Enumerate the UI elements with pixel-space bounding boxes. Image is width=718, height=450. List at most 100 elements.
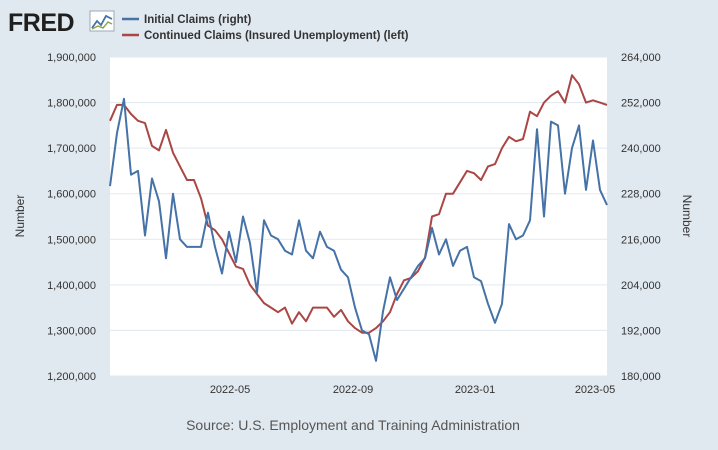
continued-claims-point[interactable] bbox=[451, 191, 456, 196]
continued-claims-point[interactable] bbox=[220, 237, 225, 242]
initial-claims-point[interactable] bbox=[598, 187, 603, 192]
initial-claims-point[interactable] bbox=[206, 210, 211, 215]
continued-claims-point[interactable] bbox=[388, 310, 393, 315]
initial-claims-point[interactable] bbox=[353, 305, 358, 310]
continued-claims-point[interactable] bbox=[150, 143, 155, 148]
initial-claims-point[interactable] bbox=[150, 176, 155, 181]
initial-claims-point[interactable] bbox=[437, 252, 442, 257]
continued-claims-point[interactable] bbox=[374, 326, 379, 331]
initial-claims-point[interactable] bbox=[332, 248, 337, 253]
initial-claims-point[interactable] bbox=[479, 279, 484, 284]
initial-claims-point[interactable] bbox=[143, 233, 148, 238]
continued-claims-point[interactable] bbox=[115, 102, 120, 107]
initial-claims-point[interactable] bbox=[227, 229, 232, 234]
initial-claims-point[interactable] bbox=[269, 233, 274, 238]
initial-claims-point[interactable] bbox=[514, 237, 519, 242]
initial-claims-point[interactable] bbox=[185, 244, 190, 249]
continued-claims-point[interactable] bbox=[318, 305, 323, 310]
continued-claims-point[interactable] bbox=[472, 171, 477, 176]
continued-claims-point[interactable] bbox=[192, 178, 197, 183]
continued-claims-point[interactable] bbox=[549, 93, 554, 98]
continued-claims-point[interactable] bbox=[290, 321, 295, 326]
continued-claims-point[interactable] bbox=[213, 228, 218, 233]
initial-claims-point[interactable] bbox=[605, 203, 610, 208]
continued-claims-point[interactable] bbox=[507, 134, 512, 139]
continued-claims-point[interactable] bbox=[521, 137, 526, 142]
initial-claims-point[interactable] bbox=[192, 244, 197, 249]
initial-claims-point[interactable] bbox=[493, 320, 498, 325]
continued-claims-point[interactable] bbox=[598, 100, 603, 105]
initial-claims-point[interactable] bbox=[283, 248, 288, 253]
initial-claims-point[interactable] bbox=[416, 263, 421, 268]
continued-claims-point[interactable] bbox=[248, 282, 253, 287]
continued-claims-point[interactable] bbox=[171, 150, 176, 155]
continued-claims-point[interactable] bbox=[584, 100, 589, 105]
initial-claims-point[interactable] bbox=[528, 218, 533, 223]
continued-claims-point[interactable] bbox=[500, 146, 505, 151]
continued-claims-point[interactable] bbox=[514, 139, 519, 144]
initial-claims-point[interactable] bbox=[234, 260, 239, 265]
initial-claims-point[interactable] bbox=[325, 244, 330, 249]
continued-claims-point[interactable] bbox=[577, 82, 582, 87]
initial-claims-line[interactable] bbox=[109, 97, 608, 362]
initial-claims-point[interactable] bbox=[248, 241, 253, 246]
continued-claims-point[interactable] bbox=[423, 255, 428, 260]
initial-claims-point[interactable] bbox=[486, 301, 491, 306]
initial-claims-point[interactable] bbox=[451, 263, 456, 268]
continued-claims-point[interactable] bbox=[136, 118, 141, 123]
continued-claims-point[interactable] bbox=[332, 314, 337, 319]
continued-claims-point[interactable] bbox=[185, 178, 190, 183]
initial-claims-point[interactable] bbox=[444, 237, 449, 242]
continued-claims-point[interactable] bbox=[570, 73, 575, 78]
continued-claims-point[interactable] bbox=[206, 223, 211, 228]
initial-claims-point[interactable] bbox=[395, 298, 400, 303]
initial-claims-point[interactable] bbox=[584, 187, 589, 192]
initial-claims-point[interactable] bbox=[213, 244, 218, 249]
initial-claims-point[interactable] bbox=[108, 184, 113, 189]
initial-claims-point[interactable] bbox=[122, 96, 127, 101]
continued-claims-point[interactable] bbox=[108, 118, 113, 123]
continued-claims-point[interactable] bbox=[486, 164, 491, 169]
continued-claims-point[interactable] bbox=[360, 330, 365, 335]
legend-item-continued-claims[interactable]: Continued Claims (Insured Unemployment) … bbox=[122, 30, 409, 42]
initial-claims-point[interactable] bbox=[262, 218, 267, 223]
initial-claims-point[interactable] bbox=[276, 237, 281, 242]
continued-claims-point[interactable] bbox=[255, 292, 260, 297]
initial-claims-point[interactable] bbox=[290, 252, 295, 257]
fred-logo[interactable]: FRED bbox=[8, 9, 115, 37]
initial-claims-point[interactable] bbox=[563, 191, 568, 196]
continued-claims-point[interactable] bbox=[535, 114, 540, 119]
continued-claims-point[interactable] bbox=[465, 168, 470, 173]
continued-claims-point[interactable] bbox=[304, 319, 309, 324]
continued-claims-point[interactable] bbox=[367, 330, 372, 335]
initial-claims-point[interactable] bbox=[556, 123, 561, 128]
initial-claims-point[interactable] bbox=[157, 199, 162, 204]
initial-claims-point[interactable] bbox=[507, 222, 512, 227]
continued-claims-point[interactable] bbox=[143, 121, 148, 126]
initial-claims-point[interactable] bbox=[346, 275, 351, 280]
continued-claims-point[interactable] bbox=[563, 100, 568, 105]
initial-claims-point[interactable] bbox=[591, 138, 596, 143]
continued-claims-point[interactable] bbox=[325, 305, 330, 310]
initial-claims-point[interactable] bbox=[318, 229, 323, 234]
initial-claims-point[interactable] bbox=[171, 191, 176, 196]
continued-claims-point[interactable] bbox=[591, 98, 596, 103]
initial-claims-point[interactable] bbox=[549, 119, 554, 124]
continued-claims-point[interactable] bbox=[353, 326, 358, 331]
continued-claims-point[interactable] bbox=[458, 180, 463, 185]
initial-claims-point[interactable] bbox=[430, 225, 435, 230]
initial-claims-point[interactable] bbox=[542, 214, 547, 219]
continued-claims-point[interactable] bbox=[493, 162, 498, 167]
continued-claims-point[interactable] bbox=[276, 310, 281, 315]
continued-claims-point[interactable] bbox=[234, 264, 239, 269]
initial-claims-point[interactable] bbox=[465, 244, 470, 249]
continued-claims-point[interactable] bbox=[269, 305, 274, 310]
continued-claims-point[interactable] bbox=[157, 148, 162, 153]
initial-claims-point[interactable] bbox=[374, 358, 379, 363]
continued-claims-point[interactable] bbox=[409, 276, 414, 281]
continued-claims-point[interactable] bbox=[402, 278, 407, 283]
continued-claims-point[interactable] bbox=[381, 319, 386, 324]
continued-claims-point[interactable] bbox=[437, 212, 442, 217]
continued-claims-point[interactable] bbox=[430, 214, 435, 219]
continued-claims-point[interactable] bbox=[283, 305, 288, 310]
